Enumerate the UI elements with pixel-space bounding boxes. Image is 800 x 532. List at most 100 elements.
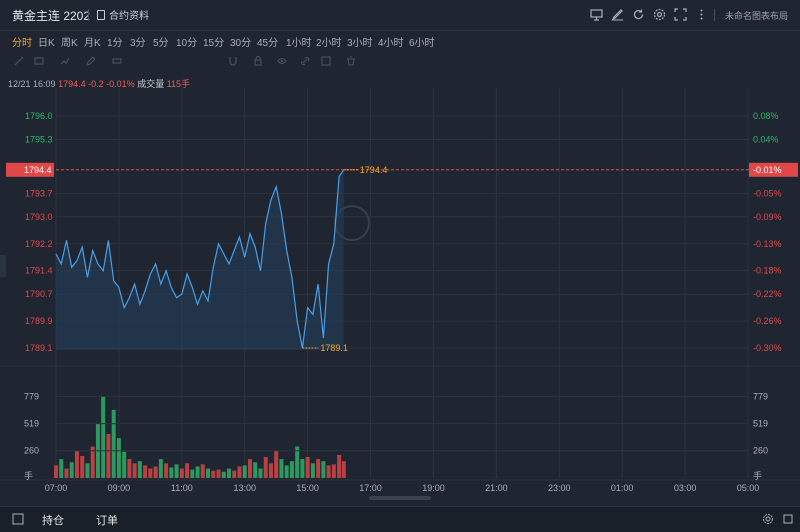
intraday-chart[interactable]: 1794.4 1789.1 1796.0 1795.3 1793.7 1793.0 1792…: [0, 88, 800, 496]
collapse-icon[interactable]: [12, 513, 24, 525]
tab-timeframe-week[interactable]: 周K: [61, 38, 78, 49]
contract-info-label: 合约资料: [109, 11, 149, 22]
tab-timeframe-1h[interactable]: 1小时: [286, 38, 312, 49]
price-axis-label: 1796.0: [25, 111, 53, 121]
tab-timeframe-30m[interactable]: 30分: [230, 38, 252, 49]
tab-timeframe-1m[interactable]: 1分: [107, 38, 123, 49]
volume-bar: [190, 469, 195, 478]
percent-axis-label: -0.18%: [753, 266, 782, 276]
volume-bar: [153, 466, 158, 478]
volume-bar: [148, 468, 153, 478]
maximize-icon[interactable]: [782, 513, 794, 525]
fullscreen-icon[interactable]: [674, 8, 687, 21]
current-price-badge: [6, 162, 54, 177]
tab-positions[interactable]: 持仓: [42, 515, 64, 527]
more-icon[interactable]: [695, 8, 708, 21]
high-price-label: 1794.4: [360, 165, 388, 175]
volume-label: 成交量: [137, 79, 165, 89]
chart-header: 黄金主连 2202 合约资料 未命名图表布局: [0, 0, 800, 31]
low-price-label: 1789.1: [320, 343, 348, 353]
timeframe-bar: 分时 日K 周K 月K 1分 3分 5分 10分 15分 30分 45分 1小时…: [0, 30, 800, 50]
settings-icon[interactable]: [762, 513, 774, 525]
header-divider: [88, 9, 89, 21]
tab-timeframe-month[interactable]: 月K: [84, 38, 101, 49]
price-line[interactable]: [55, 169, 345, 349]
contract-info-button[interactable]: 合约资料: [97, 7, 149, 22]
volume-bar: [258, 468, 263, 478]
tab-timeframe-6h[interactable]: 6小时: [409, 38, 435, 49]
volume-bar: [179, 468, 184, 478]
volume-bar: [316, 459, 321, 478]
tab-timeframe-day[interactable]: 日K: [38, 38, 55, 49]
volume-bar: [59, 459, 64, 478]
trash-tool-icon[interactable]: [346, 56, 356, 66]
current-pct-badge-label: -0.01%: [753, 165, 782, 175]
eye-tool-icon[interactable]: [277, 56, 287, 66]
volume-axis-label-right: 260: [753, 446, 768, 456]
volume-bar: [216, 469, 221, 478]
quote-info-line: 12/21 16:09 1794.4 -0.2 -0.01% 成交量 115手: [8, 77, 190, 90]
volume-bar: [227, 468, 231, 478]
time-axis-label: 07:00: [45, 483, 68, 493]
trend-tool-icon[interactable]: [60, 56, 70, 66]
tab-timeframe-15m[interactable]: 15分: [203, 38, 225, 49]
magnet-tool-icon[interactable]: [228, 56, 238, 66]
tab-timeframe-2h[interactable]: 2小时: [316, 38, 342, 49]
volume-bar: [331, 464, 336, 478]
price-axis-label: 1795.3: [25, 135, 53, 145]
volume-bar: [211, 470, 216, 478]
volume-axis-label-left: 519: [24, 419, 39, 429]
volume-bar: [54, 465, 58, 478]
refresh-icon[interactable]: [632, 8, 645, 21]
volume-bar: [268, 463, 273, 478]
tab-timeframe-10m[interactable]: 10分: [176, 38, 198, 49]
rect-tool-icon[interactable]: [34, 56, 44, 66]
tab-timeframe-3h[interactable]: 3小时: [347, 38, 373, 49]
settings-icon[interactable]: [653, 8, 666, 21]
tab-timeframe-3m[interactable]: 3分: [130, 38, 146, 49]
time-axis-label: 11:00: [171, 483, 193, 493]
pen-tool-icon[interactable]: [86, 56, 96, 66]
volume-bar: [300, 459, 305, 478]
lock-tool-icon[interactable]: [253, 56, 263, 66]
percent-axis-label: -0.05%: [753, 188, 782, 198]
volume-bar: [106, 433, 111, 478]
volume-bar: [337, 454, 342, 478]
chart-scrollbar[interactable]: [369, 496, 431, 500]
volume-bar: [195, 466, 200, 478]
chart-layout-button[interactable]: 未命名图表布局: [724, 11, 788, 21]
line-tool-icon[interactable]: [14, 56, 24, 66]
header-toolbar: [590, 8, 708, 21]
volume-bar: [164, 463, 169, 478]
link-tool-icon[interactable]: [300, 56, 310, 66]
volume-value: 115手: [166, 79, 191, 89]
time-axis-label: 05:00: [737, 483, 760, 493]
monitor-icon[interactable]: [590, 8, 603, 21]
percent-axis-label: 0.08%: [753, 111, 779, 121]
price-axis-label: 1789.9: [25, 316, 53, 326]
left-panel-handle[interactable]: [0, 255, 6, 277]
price-axis-label: 1792.2: [25, 239, 53, 249]
tab-timeframe-intraday[interactable]: 分时: [12, 38, 32, 49]
volume-bar: [263, 457, 268, 478]
layer-tool-icon[interactable]: [321, 56, 331, 66]
volume-axis-label-left: 779: [24, 391, 39, 401]
tab-timeframe-4h[interactable]: 4小时: [378, 38, 404, 49]
tab-timeframe-45m[interactable]: 45分: [257, 38, 279, 49]
volume-bar: [143, 465, 148, 478]
ruler-tool-icon[interactable]: [112, 56, 122, 66]
volume-bar: [341, 461, 346, 478]
volume-bar: [127, 459, 132, 478]
volume-bar: [279, 459, 284, 478]
tab-orders[interactable]: 订单: [96, 515, 118, 527]
volume-bar: [116, 438, 121, 478]
volume-bar: [122, 451, 127, 478]
volume-bar: [295, 446, 300, 478]
edit-icon[interactable]: [611, 8, 624, 21]
volume-bar: [80, 455, 85, 478]
quote-change-pct: -0.01%: [106, 79, 135, 89]
time-axis-label: 03:00: [674, 483, 697, 493]
tab-timeframe-5m[interactable]: 5分: [153, 38, 169, 49]
volume-bar: [326, 465, 331, 478]
volume-bar: [101, 396, 106, 478]
